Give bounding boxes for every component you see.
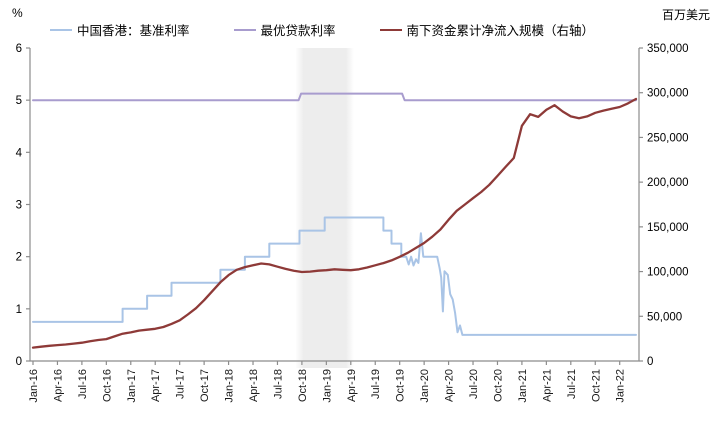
x-axis-tick-label: Apr-21: [541, 369, 553, 402]
x-axis-tick-label: Oct-21: [590, 369, 602, 402]
legend-label-southbound-flow: 南下资金累计净流入规模（右轴）: [406, 24, 595, 38]
left-axis-tick-label: 5: [16, 95, 22, 107]
right-axis-tick-label: 300,000: [647, 88, 689, 100]
x-axis-tick-label: Jul-18: [272, 369, 284, 399]
legend-swatch-prime-rate: [233, 28, 256, 31]
legend-label-base-rate: 中国香港：基准利率: [77, 24, 190, 38]
legend-item-southbound-flow: 南下资金累计净流入规模（右轴）: [379, 20, 595, 39]
x-axis-tick-label: Oct-18: [297, 369, 309, 402]
x-axis-tick-label: Jan-19: [321, 369, 333, 403]
right-axis-tick-label: 150,000: [647, 222, 689, 234]
x-axis-tick-label: Jan-16: [28, 369, 40, 403]
series-line-0: [32, 216, 637, 336]
right-axis-tick-label: 100,000: [647, 267, 689, 279]
x-axis-tick-label: Jul-19: [370, 369, 382, 399]
legend-swatch-base-rate: [50, 28, 72, 31]
left-axis-tick-label: 1: [16, 304, 22, 316]
shaded-band: [295, 48, 355, 368]
legend-swatch-southbound-flow: [379, 28, 402, 31]
right-axis-unit: 百万美元: [661, 8, 710, 22]
x-axis-tick-label: Jul-17: [175, 369, 187, 399]
x-axis-tick-label: Apr-17: [150, 369, 162, 402]
right-axis-tick-label: 250,000: [647, 132, 689, 144]
right-axis-tick-label: 0: [647, 356, 653, 368]
x-axis-tick-label: Oct-17: [199, 369, 211, 402]
x-axis-tick-label: Apr-18: [248, 369, 260, 402]
left-axis-tick-label: 3: [16, 200, 22, 212]
x-axis-tick-label: Jul-20: [468, 369, 480, 399]
series-line-2: [31, 97, 638, 349]
legend: 中国香港：基准利率 最优贷款利率 南下资金累计净流入规模（右轴）: [50, 20, 594, 39]
left-axis-unit: %: [12, 6, 23, 20]
x-axis-tick-label: Jan-20: [419, 369, 431, 403]
right-axis-tick-label: 350,000: [647, 43, 689, 55]
left-axis-tick-label: 0: [16, 356, 22, 368]
x-axis-tick-label: Jan-18: [224, 369, 236, 403]
x-axis-tick-label: Jul-16: [77, 369, 89, 399]
legend-label-prime-rate: 最优贷款利率: [260, 24, 336, 38]
left-axis-tick-label: 2: [16, 252, 22, 264]
left-axis-tick-label: 4: [16, 147, 23, 159]
x-axis-tick-label: Apr-16: [52, 369, 64, 402]
x-axis-tick-label: Jul-21: [566, 369, 578, 399]
x-axis-tick-label: Jan-21: [517, 369, 529, 403]
series-line-1: [32, 92, 637, 102]
left-axis-tick-label: 6: [16, 43, 22, 55]
legend-item-prime-rate: 最优贷款利率: [233, 20, 336, 39]
x-axis-tick-label: Jan-22: [615, 369, 627, 403]
x-axis-tick-label: Apr-20: [444, 369, 456, 402]
x-axis-tick-label: Oct-19: [395, 369, 407, 402]
x-axis-tick-label: Jan-17: [126, 369, 138, 403]
x-axis-tick-label: Oct-20: [492, 369, 504, 402]
x-axis-tick-label: Oct-16: [101, 369, 113, 402]
right-axis-tick-label: 200,000: [647, 177, 689, 189]
legend-item-base-rate: 中国香港：基准利率: [50, 20, 190, 39]
x-axis-tick-label: Apr-19: [346, 369, 358, 402]
right-axis-tick-label: 50,000: [647, 311, 682, 323]
